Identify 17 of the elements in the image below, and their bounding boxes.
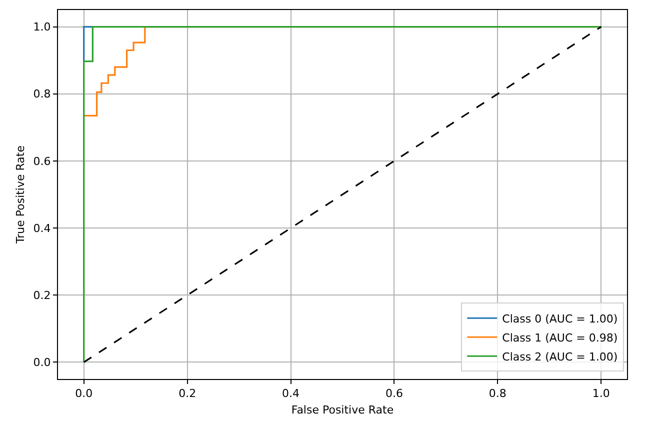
- y-tick-label: 1.0: [33, 20, 51, 34]
- legend-label: Class 1 (AUC = 0.98): [502, 331, 618, 344]
- y-tick-label: 0.8: [33, 88, 51, 101]
- x-axis-title: False Positive Rate: [291, 403, 394, 416]
- y-axis-title: True Positive Rate: [14, 145, 27, 244]
- y-tick-label: 0.4: [33, 222, 51, 235]
- x-tick-label: 0.2: [178, 387, 196, 400]
- y-tick-label: 0.2: [33, 288, 51, 302]
- y-tick-label: 0.6: [33, 154, 51, 168]
- legend-label: Class 2 (AUC = 1.00): [502, 350, 618, 364]
- x-tick-label: 1.0: [592, 387, 610, 400]
- x-tick-label: 0.6: [385, 387, 403, 400]
- x-tick-label: 0.4: [282, 387, 300, 400]
- legend-label: Class 0 (AUC = 1.00): [502, 312, 618, 326]
- x-tick-label: 0.8: [488, 387, 506, 400]
- y-tick-label: 0.0: [33, 356, 51, 370]
- x-tick-label: 0.0: [75, 387, 93, 400]
